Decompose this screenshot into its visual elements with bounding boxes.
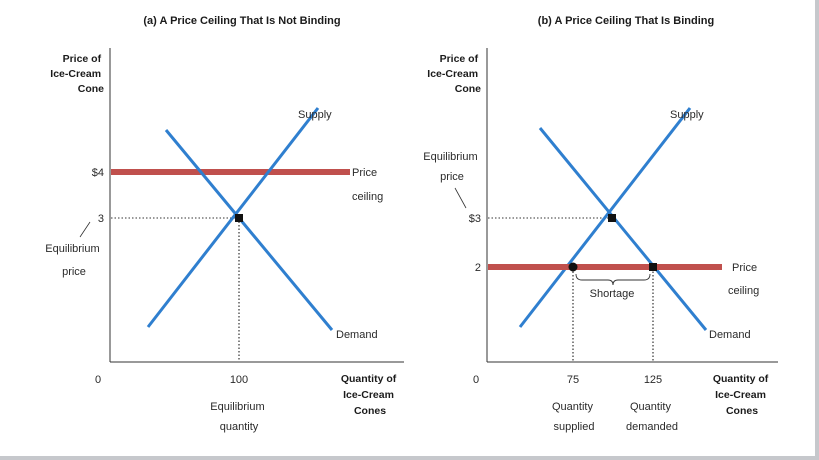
- panel-b-x-tick-125: 125: [644, 374, 662, 386]
- panel-b-equilibrium-point: [608, 214, 616, 222]
- panel-b-demand-curve: [538, 127, 708, 331]
- panel-a-eq-price-label: Equilibrium price: [45, 243, 102, 278]
- panel-b-supply-curve: [518, 107, 692, 328]
- panel-b-title: (b) A Price Ceiling That Is Binding: [538, 15, 714, 27]
- panel-a-y-tick-4: $4: [92, 167, 104, 179]
- panel-b-y-axis-label: Price of Ice-Cream Cone: [427, 53, 481, 95]
- panel-a-eq-price-leader: [79, 221, 91, 238]
- panel-b-shortage-label: Shortage: [590, 288, 635, 300]
- panel-b-quantity-supplied-label: Quantity supplied: [552, 401, 596, 433]
- panel-b-eq-price-label: Equilibrium price: [423, 151, 480, 183]
- panel-a-demand-curve: [164, 129, 334, 331]
- panel-a-y-axis-label: Price of Ice-Cream Cone: [50, 53, 104, 95]
- panel-b-price-ceiling-label: Price ceiling: [728, 262, 760, 297]
- panel-a-x-tick-0: 0: [95, 374, 101, 386]
- panel-a-x-tick-100: 100: [230, 374, 248, 386]
- panel-b-x-axis-label: Quantity of Ice-Cream Cones: [713, 373, 771, 417]
- panel-b-x-tick-75: 75: [567, 374, 579, 386]
- panel-b-quantity-demanded-label: Quantity demanded: [626, 401, 678, 433]
- panel-a-supply-label: Supply: [298, 109, 332, 121]
- panel-a-price-ceiling-label: Price ceiling: [352, 167, 383, 203]
- panel-a-y-tick-3: 3: [98, 213, 104, 225]
- panel-a-title: (a) A Price Ceiling That Is Not Binding: [143, 15, 340, 27]
- panel-b-y-tick-3: $3: [469, 213, 481, 225]
- panel-b-y-tick-2: 2: [475, 262, 481, 274]
- panel-b-x-tick-0: 0: [473, 374, 479, 386]
- panel-b-quantity-demanded-point: [649, 263, 657, 271]
- panel-b-quantity-supplied-point: [568, 262, 578, 272]
- panel-b-eq-price-leader: [454, 187, 467, 209]
- panel-b-supply-label: Supply: [670, 109, 704, 121]
- panel-b-demand-label: Demand: [709, 329, 751, 341]
- panel-a-supply-curve: [146, 107, 320, 328]
- panel-a-equilibrium-point: [235, 214, 243, 222]
- panel-b-shortage-brace: [575, 273, 651, 286]
- panel-a-demand-label: Demand: [336, 329, 378, 341]
- panel-a-eq-quantity-label: Equilibrium quantity: [210, 401, 267, 433]
- panel-a-x-axis-label: Quantity of Ice-Cream Cones: [341, 373, 399, 417]
- panel-b: (b) A Price Ceiling That Is Binding Pric…: [423, 15, 778, 433]
- panel-a: (a) A Price Ceiling That Is Not Binding …: [45, 15, 404, 433]
